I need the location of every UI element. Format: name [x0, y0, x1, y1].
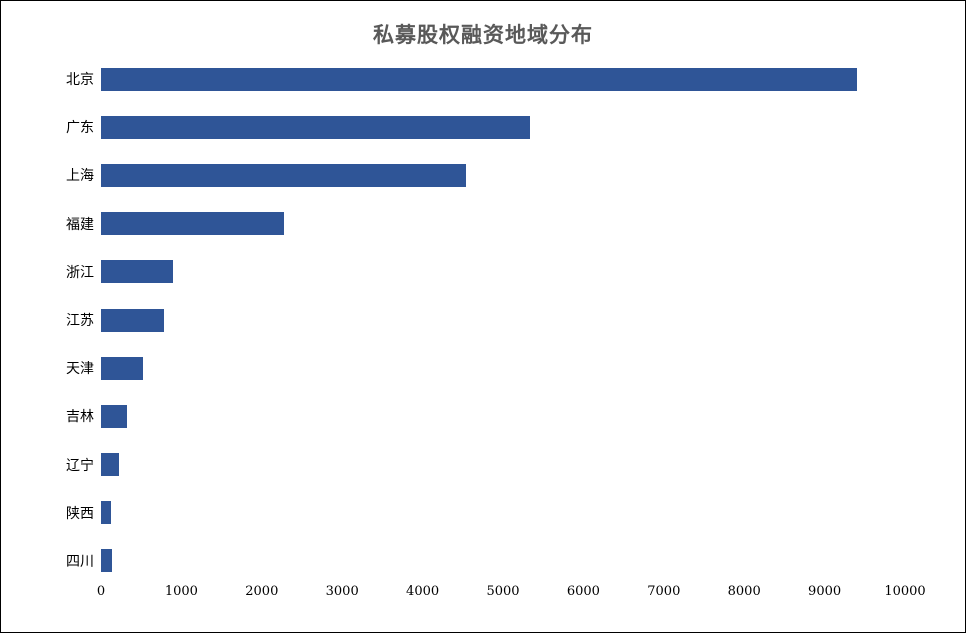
bar [101, 163, 467, 187]
category-label: 天津 [66, 361, 94, 378]
bar [101, 67, 857, 91]
category-label: 广东 [66, 120, 94, 137]
category-label: 吉林 [66, 409, 94, 426]
x-axis-tick-label: 1000 [164, 584, 198, 599]
bar [101, 115, 530, 139]
bar [101, 549, 112, 573]
bar [101, 212, 284, 236]
category-label: 浙江 [66, 264, 94, 281]
bar-row: 北京 [66, 55, 905, 103]
x-axis-tick-label: 5000 [486, 584, 520, 599]
bar-row: 辽宁 [66, 441, 905, 489]
bar [101, 260, 174, 284]
bar-row: 四川 [66, 537, 905, 585]
x-axis: 0 1000 2000 3000 4000 5000 6000 7000 8000 9000 100… [97, 584, 926, 602]
category-label: 四川 [66, 553, 94, 570]
bar-row: 天津 [66, 344, 905, 392]
bar-row: 福建 [66, 200, 905, 248]
x-axis-tick-label: 4000 [406, 584, 440, 599]
category-label: 辽宁 [66, 457, 94, 474]
bar [101, 453, 119, 477]
bar-row: 陕西 [66, 489, 905, 537]
category-label: 上海 [66, 168, 94, 185]
bar [101, 501, 112, 525]
bar-row: 广东 [66, 103, 905, 151]
bar [101, 356, 143, 380]
x-axis-tick-label: 3000 [325, 584, 359, 599]
x-axis-tick-label: 9000 [808, 584, 842, 599]
bar-row: 浙江 [66, 248, 905, 296]
x-axis-tick-label: 6000 [566, 584, 600, 599]
x-axis-tick-label: 10000 [884, 584, 926, 599]
chart-title: 私募股权融资地域分布 [373, 22, 593, 47]
category-label: 福建 [66, 216, 94, 233]
x-axis-tick-label: 8000 [727, 584, 761, 599]
category-label: 江苏 [66, 313, 94, 330]
x-axis-tick-label: 7000 [647, 584, 681, 599]
plot-area: 北京广东上海福建浙江江苏天津吉林辽宁陕西四川 [66, 55, 905, 585]
x-axis-tick-label: 0 [96, 584, 106, 599]
bar [101, 404, 127, 428]
category-label: 陕西 [66, 505, 94, 522]
bar [101, 308, 164, 332]
category-label: 北京 [66, 72, 94, 89]
bar-row: 江苏 [66, 296, 905, 344]
bar-row: 上海 [66, 151, 905, 199]
x-axis-tick-label: 2000 [245, 584, 279, 599]
bar-row: 吉林 [66, 392, 905, 440]
